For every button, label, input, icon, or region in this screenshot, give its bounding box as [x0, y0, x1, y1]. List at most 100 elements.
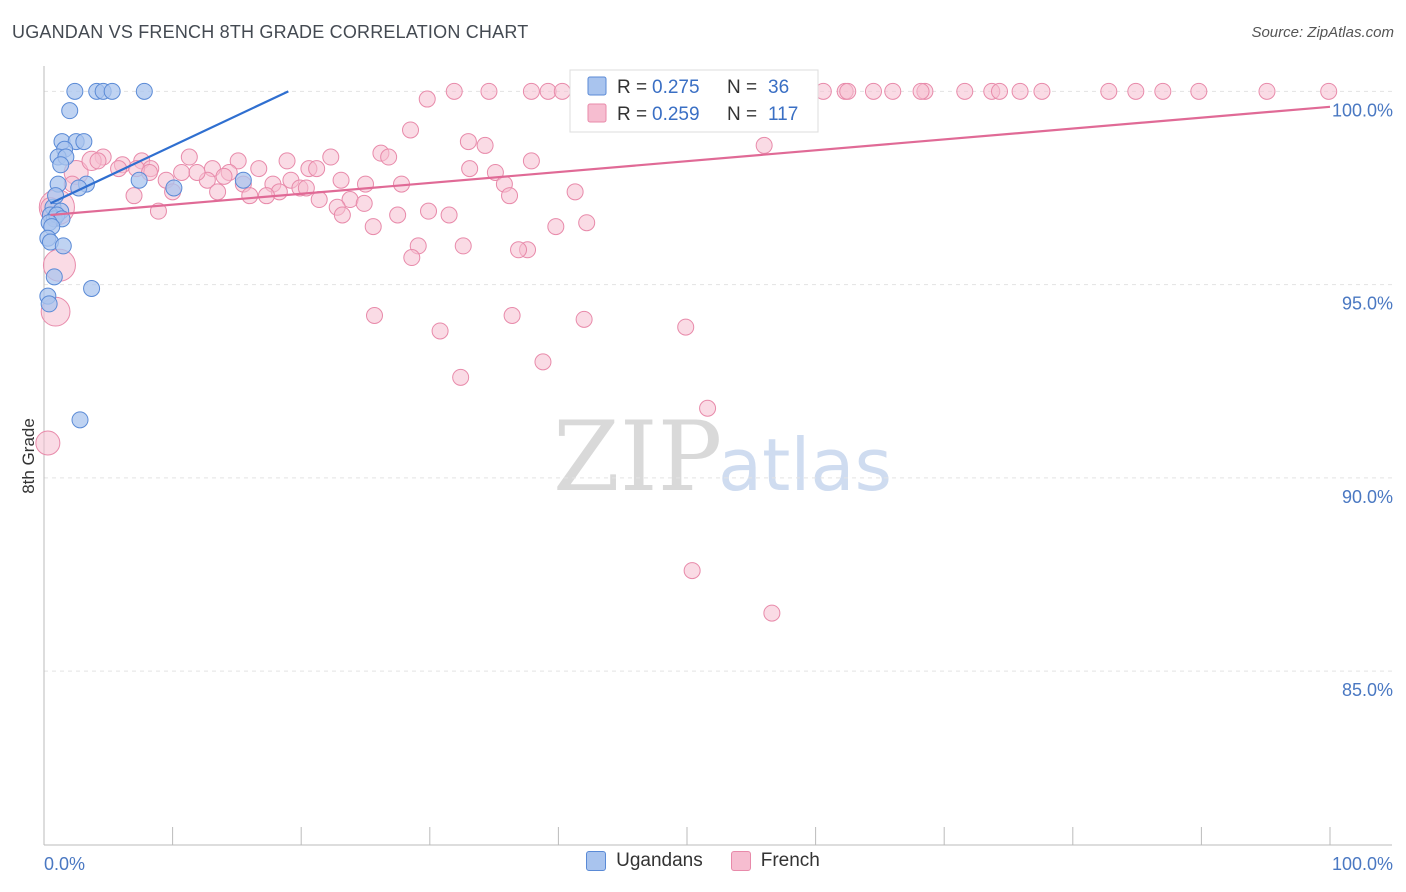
french-point — [418, 90, 436, 108]
y-tick-label: 100.0% — [1332, 100, 1393, 120]
ugandans-point — [234, 171, 252, 189]
french-point — [215, 167, 233, 185]
y-tick-label: 85.0% — [1342, 680, 1393, 700]
french-point — [403, 249, 421, 267]
french-point — [250, 160, 268, 178]
french-point — [699, 399, 717, 417]
legend-r-value-ugandans: 0.275 — [652, 77, 700, 98]
french-point — [1320, 82, 1338, 100]
french-point — [575, 310, 593, 328]
ugandans-point — [135, 82, 153, 100]
legend-swatch-french — [587, 103, 607, 123]
x-tick-label: 0.0% — [44, 854, 85, 874]
ugandans-point — [103, 82, 121, 100]
ugandans-point — [83, 279, 101, 297]
trend-lines — [49, 90, 1331, 217]
french-point — [534, 353, 552, 371]
french-point — [389, 206, 407, 224]
french-point — [278, 152, 296, 170]
y-tick-label: 95.0% — [1342, 294, 1393, 314]
ugandans-point — [52, 156, 70, 174]
french-point — [402, 121, 420, 139]
french-point — [503, 306, 521, 324]
french-point — [355, 194, 373, 212]
french-point — [1100, 82, 1118, 100]
ugandans-point — [45, 268, 63, 286]
french-point — [553, 82, 571, 100]
gridlines — [44, 90, 1392, 672]
french-point — [454, 237, 472, 255]
legend-n-label: N = — [727, 77, 757, 98]
french-point — [366, 306, 384, 324]
french-point — [125, 187, 143, 205]
french-point — [420, 202, 438, 220]
chart-source: Source: ZipAtlas.com — [1251, 24, 1394, 41]
french-point — [912, 82, 930, 100]
french-point — [501, 187, 519, 205]
ugandans-point — [66, 82, 84, 100]
x-tick-labels: 0.0% 100.0% — [44, 854, 1393, 874]
y-tick-label: 90.0% — [1342, 487, 1393, 507]
french-point — [522, 152, 540, 170]
bottom-legend-swatch-ugandans — [586, 851, 607, 871]
legend-background — [569, 69, 819, 133]
french-point — [884, 82, 902, 100]
french-point — [445, 82, 463, 100]
french-point — [956, 82, 974, 100]
french-point — [864, 82, 882, 100]
french-point — [452, 368, 470, 386]
french-point — [990, 82, 1008, 100]
french-point — [1154, 82, 1172, 100]
y-tick-labels: 85.0% 90.0% 95.0% 100.0% — [1332, 100, 1393, 700]
french-point — [539, 82, 557, 100]
bottom-legend: Ugandans French — [0, 850, 1406, 872]
x-tick-label: 100.0% — [1332, 854, 1393, 874]
chart-title: UGANDAN VS FRENCH 8TH GRADE CORRELATION … — [12, 22, 529, 42]
french-point — [755, 136, 773, 154]
axes — [43, 66, 1392, 846]
french-point — [763, 604, 781, 622]
legend-r-label: R = — [617, 104, 647, 125]
french-point — [364, 218, 382, 236]
ugandans-point — [40, 295, 58, 313]
french-point — [332, 171, 350, 189]
french-point — [173, 163, 191, 181]
ugandans-trend-line — [49, 90, 289, 205]
french-point — [1127, 82, 1145, 100]
legend-n-value-ugandans: 36 — [768, 77, 789, 98]
legend-swatch-ugandans — [587, 76, 607, 96]
french-point — [308, 160, 326, 178]
legend-n-value-french: 117 — [768, 104, 798, 125]
french-point — [380, 148, 398, 166]
french-point — [1011, 82, 1029, 100]
series-french-points — [35, 82, 1338, 622]
french-point — [578, 214, 596, 232]
french-point — [180, 148, 198, 166]
french-point — [241, 187, 259, 205]
french-point — [547, 218, 565, 236]
watermark-atlas: atlas — [718, 423, 892, 507]
french-point — [188, 163, 206, 181]
french-point — [459, 133, 477, 151]
french-point — [1033, 82, 1051, 100]
legend-n-label: N = — [727, 104, 757, 125]
bottom-legend-ugandans: Ugandans — [586, 850, 703, 872]
french-point — [431, 322, 449, 340]
french-point — [522, 82, 540, 100]
ugandans-point — [61, 102, 79, 120]
legend-r-label: R = — [617, 77, 647, 98]
watermark: ZIP atlas — [553, 401, 892, 513]
ugandans-point — [165, 179, 183, 197]
french-point — [476, 136, 494, 154]
french-point — [683, 562, 701, 580]
french-point — [461, 160, 479, 178]
french-point — [229, 152, 247, 170]
bottom-legend-french: French — [730, 850, 820, 872]
french-point — [510, 241, 528, 259]
french-point — [1258, 82, 1276, 100]
y-axis-label: 8th Grade — [19, 418, 38, 494]
french-point — [209, 183, 227, 201]
french-point — [839, 82, 857, 100]
bottom-legend-swatch-french — [730, 851, 751, 871]
